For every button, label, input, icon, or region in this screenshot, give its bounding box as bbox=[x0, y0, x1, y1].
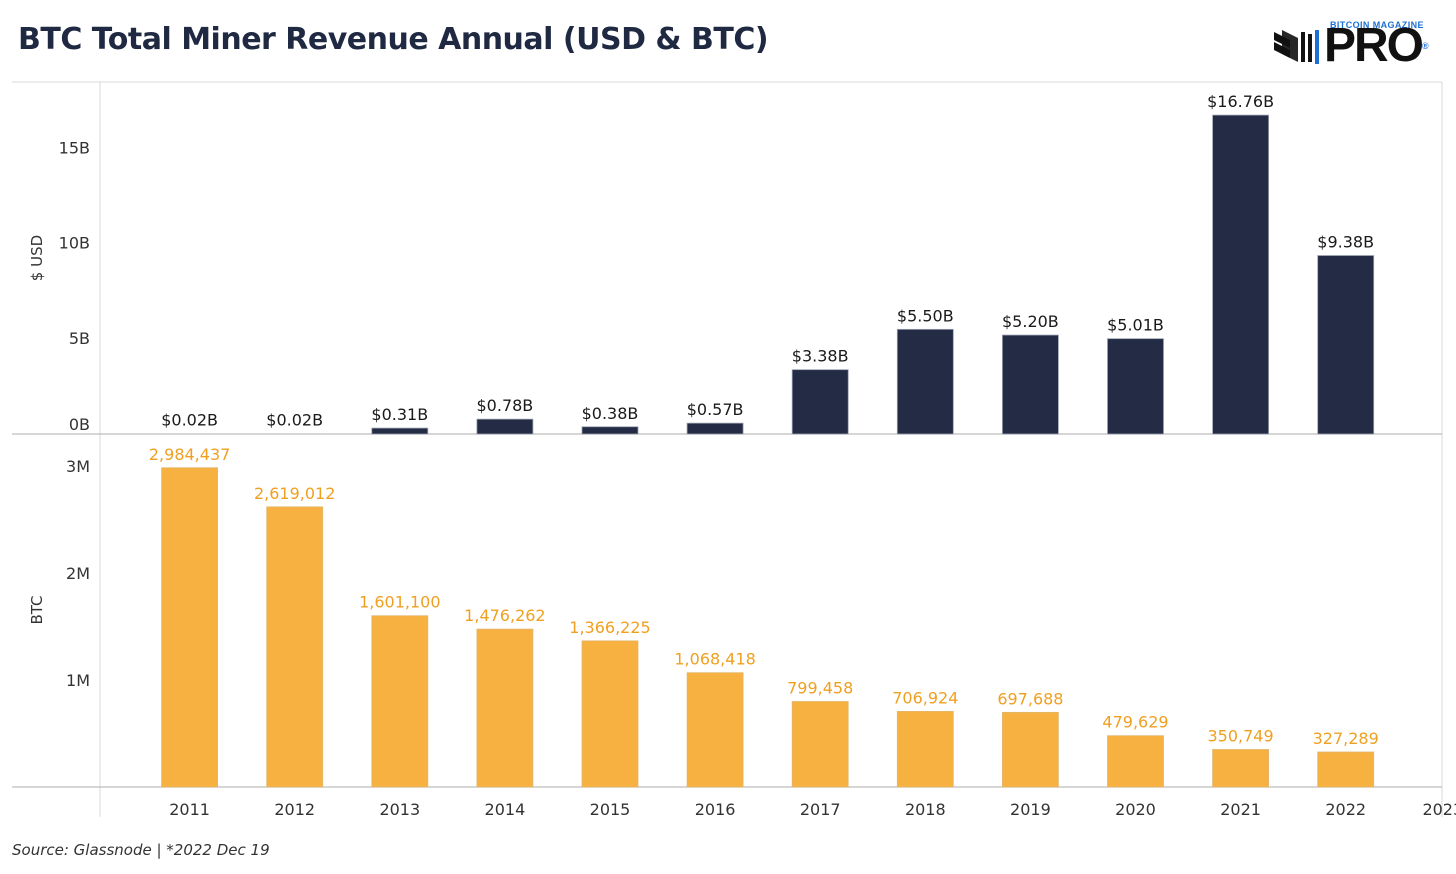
usd-bar bbox=[1002, 334, 1059, 435]
usd-bar bbox=[896, 328, 954, 435]
usd-data-label: $5.50B bbox=[897, 306, 954, 325]
btc-ytick-label: 3M bbox=[66, 457, 90, 476]
usd-data-label: $0.78B bbox=[477, 396, 534, 415]
usd-data-label: $0.38B bbox=[582, 404, 639, 423]
usd-revenue-panel: 0B 5B 10B 15B $ USD $0.02B $0.02B $0.31B $0.78B $… bbox=[28, 92, 1375, 435]
x-axis: 2011 2012 2013 2014 2015 2016 2017 2018 2019 2020… bbox=[169, 800, 1456, 819]
usd-data-label: $16.76B bbox=[1207, 92, 1274, 111]
usd-data-label: $0.02B bbox=[266, 411, 323, 430]
x-tick-label: 2016 bbox=[695, 800, 736, 819]
usd-data-label: $0.31B bbox=[371, 405, 428, 424]
usd-bar bbox=[791, 369, 849, 435]
btc-revenue-panel: 1M 2M 3M BTC 2,984,437 2,619,012 1,601,100 1,47… bbox=[28, 445, 1379, 788]
usd-data-label: $5.20B bbox=[1002, 312, 1059, 331]
btc-axis-title: BTC bbox=[28, 595, 46, 624]
usd-data-label: $0.02B bbox=[161, 411, 218, 430]
btc-bar bbox=[1212, 749, 1269, 788]
usd-axis-title: $ USD bbox=[28, 235, 46, 281]
btc-data-label: 799,458 bbox=[787, 678, 853, 697]
usd-ytick-label: 0B bbox=[69, 415, 90, 434]
usd-bar bbox=[476, 418, 534, 435]
btc-data-label: 350,749 bbox=[1208, 726, 1274, 745]
btc-ytick-label: 1M bbox=[66, 671, 90, 690]
x-tick-label: 2018 bbox=[905, 800, 946, 819]
bitcoin-magazine-logo-icon bbox=[1274, 30, 1319, 64]
usd-bar bbox=[1107, 338, 1164, 435]
btc-bar bbox=[1002, 711, 1059, 788]
usd-data-label: $3.38B bbox=[792, 347, 849, 366]
usd-data-label: $9.38B bbox=[1317, 233, 1374, 252]
btc-bar bbox=[896, 710, 954, 788]
usd-bar bbox=[371, 427, 429, 435]
btc-data-label: 2,619,012 bbox=[254, 484, 335, 503]
btc-bar bbox=[371, 615, 429, 788]
usd-bar bbox=[581, 426, 639, 435]
x-tick-label: 2022 bbox=[1325, 800, 1366, 819]
btc-bar bbox=[161, 467, 219, 788]
usd-bar bbox=[1212, 114, 1269, 435]
btc-ytick-label: 2M bbox=[66, 564, 90, 583]
x-tick-label: 2020 bbox=[1115, 800, 1156, 819]
usd-bar bbox=[686, 422, 744, 435]
x-tick-label: 2015 bbox=[590, 800, 631, 819]
source-note: Source: Glassnode | *2022 Dec 19 bbox=[12, 841, 270, 859]
usd-bar bbox=[1317, 255, 1375, 435]
x-tick-label: 2011 bbox=[169, 800, 210, 819]
btc-bar bbox=[581, 640, 639, 788]
btc-data-label: 706,924 bbox=[892, 688, 958, 707]
x-tick-label: 2017 bbox=[800, 800, 841, 819]
usd-ytick-label: 5B bbox=[69, 329, 90, 348]
logo-pro-text: PRO® bbox=[1324, 19, 1429, 72]
btc-bar bbox=[686, 672, 744, 788]
btc-data-label: 1,366,225 bbox=[569, 618, 650, 637]
x-tick-label: 2012 bbox=[274, 800, 315, 819]
btc-data-label: 1,601,100 bbox=[359, 593, 440, 612]
usd-ytick-label: 10B bbox=[59, 234, 90, 253]
x-tick-label: 2014 bbox=[485, 800, 526, 819]
chart-title: BTC Total Miner Revenue Annual (USD & BT… bbox=[18, 22, 769, 57]
x-tick-label: 2023 bbox=[1422, 800, 1456, 819]
btc-data-label: 1,068,418 bbox=[674, 650, 755, 669]
btc-data-label: 327,289 bbox=[1313, 729, 1379, 748]
usd-data-label: $0.57B bbox=[687, 400, 744, 419]
usd-data-label: $5.01B bbox=[1107, 316, 1164, 335]
x-tick-label: 2019 bbox=[1010, 800, 1051, 819]
btc-data-label: 479,629 bbox=[1102, 713, 1168, 732]
logo-small-text: BITCOIN MAGAZINE bbox=[1330, 20, 1424, 30]
btc-bar bbox=[1317, 751, 1375, 788]
btc-data-label: 697,688 bbox=[997, 689, 1063, 708]
btc-data-label: 2,984,437 bbox=[149, 445, 230, 464]
btc-bar bbox=[266, 506, 324, 788]
x-tick-label: 2021 bbox=[1220, 800, 1261, 819]
x-tick-label: 2013 bbox=[379, 800, 420, 819]
btc-bar bbox=[1107, 735, 1164, 788]
usd-ytick-label: 15B bbox=[59, 139, 90, 158]
btc-bar bbox=[791, 701, 849, 788]
btc-bar bbox=[476, 628, 534, 788]
btc-data-label: 1,476,262 bbox=[464, 606, 545, 625]
